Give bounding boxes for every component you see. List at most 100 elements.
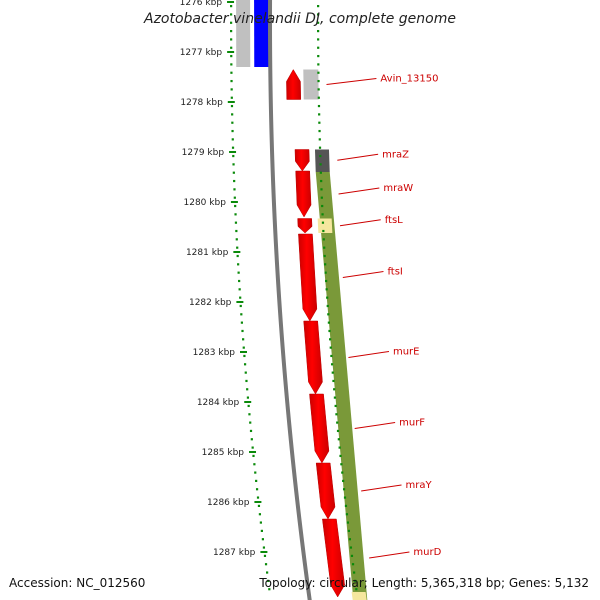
scale-dot-left	[230, 63, 233, 66]
scale-dot-left	[257, 504, 261, 507]
scale-dot-right	[347, 529, 350, 532]
scale-dot-right	[355, 588, 358, 591]
scale-dot-right	[317, 79, 320, 83]
scale-dot-right	[318, 113, 321, 116]
gene-arrow-mure[interactable]	[303, 320, 323, 395]
accession-label: Accession: NC_012560	[9, 576, 146, 590]
scale-dot-left	[230, 21, 233, 24]
scale-dot-right	[353, 571, 356, 574]
scale-dot-right	[342, 479, 345, 483]
tick-label: 1286 kbp	[207, 498, 250, 508]
scale-dot-right	[323, 246, 326, 249]
scale-dot-right	[344, 504, 348, 507]
feature-bands	[236, 0, 368, 600]
tick-label: 1284 kbp	[197, 398, 240, 408]
scale-dot-left	[253, 463, 256, 466]
scale-dot-right	[349, 546, 353, 549]
tick-label: 1283 kbp	[193, 348, 236, 358]
scale-dot-left	[231, 138, 234, 141]
scale-dot-left	[254, 471, 257, 474]
label-leader-line	[342, 271, 384, 278]
gene-label-ftsl[interactable]: ftsL	[385, 215, 403, 226]
scale-dot-right	[336, 429, 340, 433]
gene-label-avin_13150[interactable]: Avin_13150	[380, 74, 438, 85]
gene-label-mraw[interactable]: mraW	[383, 183, 413, 194]
tick-label: 1278 kbp	[180, 98, 223, 108]
scale-dot-right	[323, 254, 326, 258]
scale-dot-right	[317, 21, 320, 24]
scale-dot-left	[259, 521, 262, 524]
scale-dot-right	[338, 446, 341, 449]
gene-arrow-ftsl[interactable]	[297, 218, 313, 234]
scale-dot-right	[318, 129, 321, 133]
scale-dot-left	[248, 413, 251, 416]
scale-dot-left	[249, 421, 252, 424]
gene-label-murd[interactable]: murD	[413, 547, 441, 558]
scale-dot-left	[232, 171, 235, 174]
tick-label: 1282 kbp	[189, 298, 232, 308]
gene-arrow-ftsi[interactable]	[298, 233, 318, 322]
scale-dot-right	[317, 38, 320, 41]
scale-dot-left	[240, 321, 244, 324]
scale-dot-right	[325, 279, 328, 283]
gene-arrow-mraw[interactable]	[295, 170, 312, 218]
blue-gene-arrow	[254, 0, 270, 67]
scale-dot-left	[230, 29, 233, 33]
scale-dot-right	[317, 13, 320, 16]
scale-dot-right	[330, 354, 333, 358]
gene-label-mray[interactable]: mraY	[406, 480, 433, 491]
scale-dot-left	[230, 71, 233, 74]
scale-dots	[230, 5, 358, 591]
scale-dot-right	[318, 138, 321, 141]
scale-dot-right	[354, 579, 357, 582]
gene-label-murf[interactable]: murF	[399, 418, 425, 429]
scale-dot-left	[241, 329, 244, 333]
olive-feature-band	[315, 172, 368, 600]
scale-dot-left	[233, 196, 236, 199]
scale-dot-left	[260, 529, 263, 532]
scale-dot-left	[237, 263, 240, 266]
scale-dot-right	[351, 563, 355, 566]
scale-dot-left	[231, 146, 235, 149]
scale-dot-right	[326, 304, 329, 308]
scale-dot-left	[267, 579, 270, 582]
scale-dot-right	[332, 379, 335, 383]
scale-dot-right	[350, 554, 354, 557]
scale-dot-right	[319, 163, 322, 166]
map-title: Azotobacter vinelandii DJ, complete geno…	[143, 11, 456, 27]
scale-dot-right	[336, 421, 339, 424]
scale-dot-left	[245, 379, 248, 383]
gene-labels: Avin_13150 mraZ mraW ftsL ftsI murE murF mraY mu…	[326, 74, 442, 559]
gene-label-mure[interactable]: murE	[393, 347, 420, 358]
scale-dot-right	[322, 229, 325, 233]
scale-dot-left	[244, 371, 247, 374]
gene-arrow-murd[interactable]	[322, 518, 345, 598]
gene-label-ftsi[interactable]: ftsI	[387, 267, 402, 278]
backbone-line	[267, 0, 312, 600]
gene-arrow-avin_13150[interactable]	[286, 69, 302, 100]
label-leader-line	[326, 78, 377, 85]
scale-dot-left	[230, 13, 233, 16]
label-leader-line	[369, 551, 410, 559]
scale-dot-left	[258, 513, 262, 516]
scale-dot-right	[317, 5, 320, 8]
scale-dot-right	[317, 88, 320, 91]
scale-dot-left	[262, 546, 266, 549]
scale-dot-right	[321, 204, 324, 208]
gene-arrow-murf[interactable]	[309, 393, 330, 464]
gene-label-mraz[interactable]: mraZ	[382, 149, 409, 160]
scale-dot-right	[330, 363, 334, 366]
scale-dot-left	[238, 288, 241, 291]
gene-arrow-mray[interactable]	[315, 462, 336, 520]
gene-arrow-mraz[interactable]	[294, 149, 310, 172]
scale-dot-right	[331, 371, 334, 374]
gray-feature-band	[236, 0, 251, 67]
scale-dot-left	[242, 346, 245, 349]
scale-dot-right	[322, 238, 325, 241]
scale-dot-right	[329, 338, 332, 341]
scale-dot-left	[242, 338, 245, 341]
backbone	[267, 0, 312, 600]
tick-label: 1281 kbp	[186, 248, 229, 258]
scale-dot-right	[320, 179, 323, 183]
